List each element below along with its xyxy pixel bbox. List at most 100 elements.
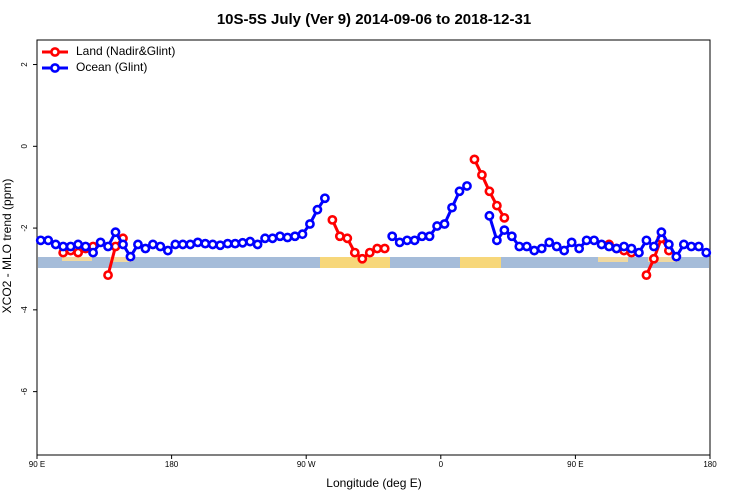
point (484, 186, 495, 197)
x-axis-label: Longitude (deg E) (326, 476, 421, 490)
point (103, 270, 113, 280)
point (424, 231, 435, 242)
point (305, 219, 315, 229)
point (334, 231, 345, 242)
point (260, 233, 270, 244)
point (237, 237, 248, 248)
point (50, 239, 61, 250)
point (491, 200, 502, 211)
point (506, 231, 517, 242)
point (88, 247, 98, 258)
point (619, 241, 629, 252)
point (364, 247, 375, 258)
point (170, 239, 181, 250)
legend-label: Land (Nadir&Glint) (76, 44, 175, 58)
point (671, 251, 682, 262)
x-tick-label: 180 (703, 460, 717, 469)
legend-label: Ocean (Glint) (76, 60, 147, 74)
point (686, 241, 697, 252)
point (357, 253, 368, 264)
point (581, 235, 592, 246)
point (43, 235, 54, 246)
point (245, 236, 256, 247)
point (140, 243, 151, 254)
point (103, 241, 113, 252)
x-tick-label: 90 E (567, 460, 583, 469)
point (462, 181, 472, 191)
point (148, 239, 158, 250)
legend-marker (50, 63, 60, 73)
point (379, 243, 390, 254)
point (439, 219, 450, 229)
point (65, 241, 76, 252)
point (574, 243, 585, 254)
point (185, 239, 196, 250)
point (589, 235, 599, 246)
point (477, 170, 487, 180)
point (80, 241, 91, 252)
plot-frame (36, 39, 711, 456)
point (297, 229, 308, 240)
x-tick-label: 90 E (29, 460, 45, 469)
point (342, 233, 353, 244)
point (544, 237, 555, 248)
point (596, 239, 607, 250)
point (514, 241, 525, 252)
point (536, 243, 547, 254)
point (207, 239, 218, 250)
y-tick-label: 2 (20, 62, 29, 67)
point (319, 193, 330, 204)
y-axis-label: XCO2 - MLO trend (ppm) (0, 179, 14, 314)
chart-title: 10S-5S July (Ver 9) 2014-09-06 to 2018-1… (217, 11, 531, 28)
point (110, 227, 121, 238)
point (634, 247, 644, 258)
point (125, 251, 136, 262)
point (499, 225, 510, 236)
point (372, 243, 383, 254)
point (409, 235, 420, 246)
point (432, 221, 442, 231)
point (312, 204, 323, 215)
point (484, 210, 495, 221)
point (663, 239, 674, 250)
point (387, 231, 398, 242)
legend-marker (50, 47, 60, 57)
point (417, 231, 428, 242)
point (693, 241, 704, 252)
point (656, 227, 667, 238)
x-tick-label: 90 W (297, 460, 316, 469)
point (222, 238, 233, 249)
y-tick-label: -6 (20, 388, 29, 396)
point (701, 247, 712, 258)
point (551, 241, 562, 252)
point (267, 233, 278, 244)
point (35, 235, 46, 246)
y-tick-label: -4 (20, 306, 29, 314)
point (604, 241, 614, 252)
point (177, 239, 188, 250)
point (469, 154, 480, 165)
point (95, 237, 106, 248)
point (491, 235, 502, 246)
y-tick-label: 0 (20, 144, 29, 149)
point (162, 245, 173, 256)
point (559, 245, 570, 256)
point (155, 241, 166, 252)
point (529, 245, 540, 256)
point (58, 241, 69, 252)
point (566, 237, 577, 248)
point (611, 243, 622, 254)
point (402, 235, 413, 246)
point (649, 253, 659, 264)
map-strip (38, 257, 709, 268)
point (649, 241, 659, 252)
point (252, 239, 263, 250)
point (454, 186, 465, 197)
point (394, 237, 405, 248)
point (200, 238, 211, 249)
x-tick-label: 180 (165, 460, 179, 469)
point (678, 239, 689, 250)
point (275, 231, 285, 242)
point (192, 237, 203, 248)
